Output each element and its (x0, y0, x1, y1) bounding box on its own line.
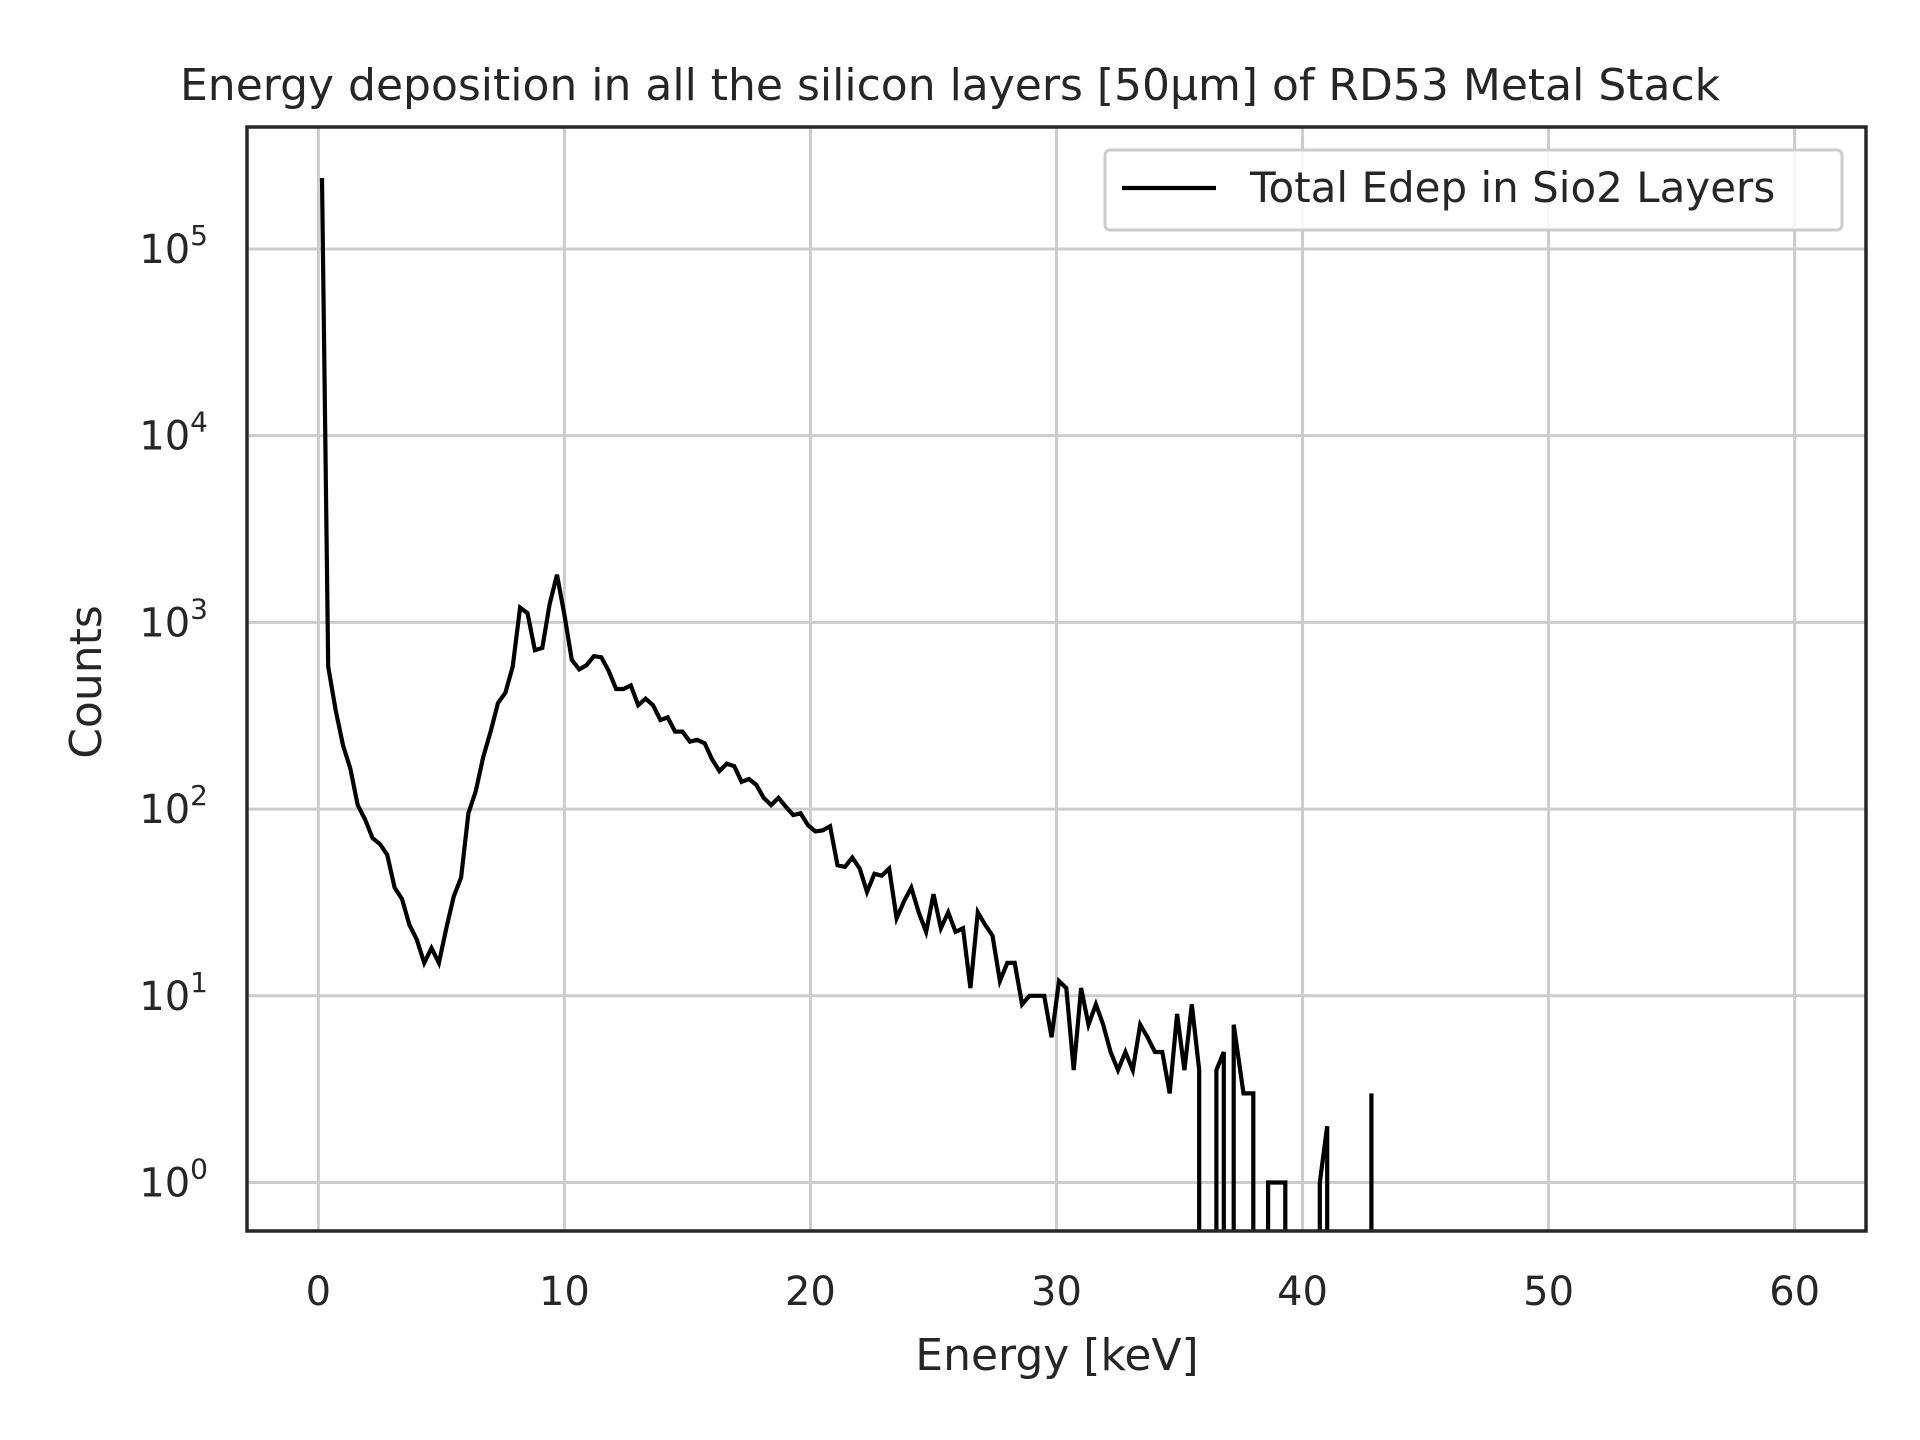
y-axis-label: Counts (61, 605, 112, 759)
x-tick-label: 20 (785, 1269, 836, 1315)
grid (247, 127, 1866, 1231)
y-tick-label: 101 (139, 966, 208, 1020)
x-tick-label: 60 (1769, 1269, 1820, 1315)
x-tick-label: 40 (1277, 1269, 1328, 1315)
legend: Total Edep in Sio2 Layers (1103, 148, 1844, 232)
x-tick-labels: 0 10 20 30 40 50 60 (306, 1269, 1820, 1315)
legend-entry-label: Total Edep in Sio2 Layers (1249, 163, 1775, 212)
y-tick-label: 100 (139, 1153, 208, 1207)
x-tick-label: 0 (306, 1269, 331, 1315)
y-tick-label: 102 (139, 779, 208, 833)
series-line (319, 177, 1374, 1231)
axes-frame (245, 125, 1868, 1233)
plot-area (319, 177, 1374, 1231)
x-axis-label: Energy [keV] (915, 1330, 1198, 1381)
x-tick-label: 50 (1523, 1269, 1574, 1315)
x-tick-label: 10 (539, 1269, 590, 1315)
legend-box (1103, 148, 1844, 232)
y-tick-label: 103 (139, 592, 208, 646)
y-tick-label: 104 (139, 406, 208, 460)
y-tick-label: 105 (139, 219, 208, 273)
chart-title: Energy deposition in all the silicon lay… (180, 60, 1721, 111)
y-tick-labels: 100 101 102 103 104 105 (139, 219, 208, 1207)
x-tick-label: 30 (1031, 1269, 1082, 1315)
